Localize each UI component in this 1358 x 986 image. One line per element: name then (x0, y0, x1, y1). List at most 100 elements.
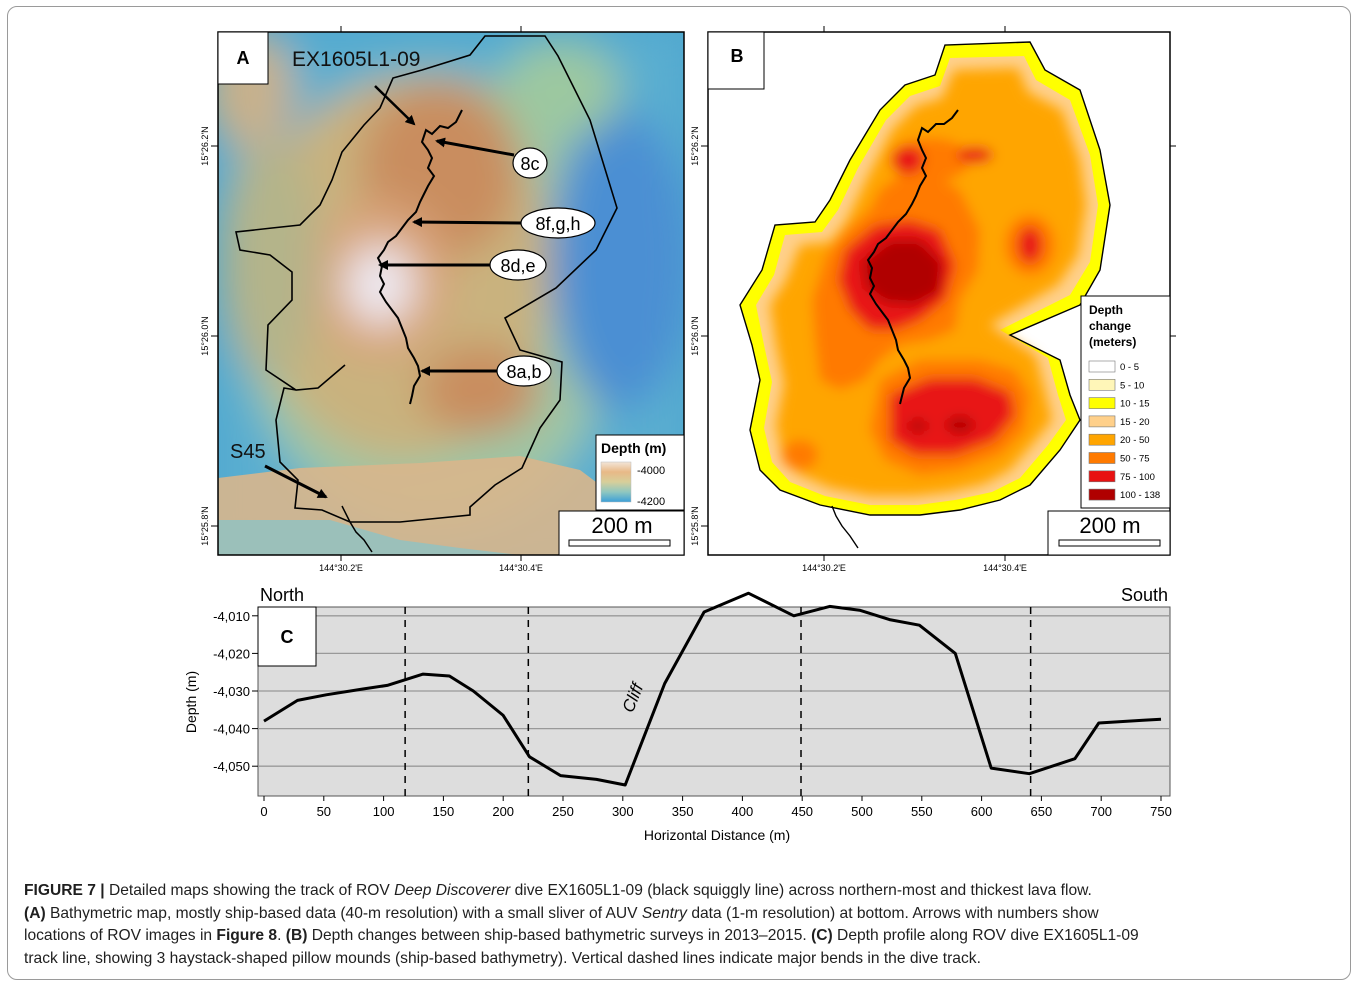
dive-label: EX1605L1-09 (292, 48, 420, 71)
callout-arrow-8c (435, 137, 515, 157)
dive-bend-lines (404, 607, 1032, 796)
depth-change-map (739, 41, 1111, 549)
caption-bold: (C) (811, 927, 833, 945)
x-tick-label: 450 (791, 804, 813, 819)
x-tick-label: 200 (492, 804, 514, 819)
panel-a: A EX1605L1-09 8c 8f,g,h 8d,e 8a,b S45 De… (200, 26, 685, 573)
depth-legend-bottom: -4200 (637, 496, 665, 508)
x-tick-label: 550 (911, 804, 933, 819)
y-tick-label: -4,030 (213, 684, 250, 699)
depth-change-legend-title-3: (meters) (1089, 335, 1136, 349)
legend-label: 100 - 138 (1120, 490, 1160, 501)
legend-label: 10 - 15 (1120, 399, 1150, 410)
lat-tick-a-1: 15°26.2'N (200, 126, 210, 165)
profile-plot-area (257, 606, 1171, 797)
depth-change-legend-title-1: Depth (1089, 303, 1123, 317)
scale-bar-b-label: 200 m (1079, 513, 1140, 538)
legend-label: 5 - 10 (1120, 380, 1144, 391)
south-label: South (1121, 585, 1168, 605)
caption-line-1: FIGURE 7 | Detailed maps showing the tra… (24, 880, 1334, 903)
x-tick-label: 300 (612, 804, 634, 819)
callout-8c-label: 8c (520, 154, 539, 174)
x-tick-label: 0 (260, 804, 267, 819)
depth-legend-title: Depth (m) (601, 440, 666, 456)
lon-tick-b-1: 144°30.2'E (802, 563, 846, 573)
lat-tick-b-1: 15°26.2'N (690, 126, 700, 165)
x-axis-label: Horizontal Distance (m) (644, 827, 790, 843)
y-tick-label: -4,010 (213, 609, 250, 624)
caption-text: . (277, 927, 286, 945)
callout-8fgh-label: 8f,g,h (535, 214, 580, 234)
x-tick-label: 400 (732, 804, 754, 819)
callout-8ab-label: 8a,b (506, 362, 541, 382)
legend-swatch (1088, 433, 1116, 446)
lat-tick-b-2: 15°26.0'N (690, 316, 700, 355)
caption-text: Depth profile along ROV dive EX1605L1-09 (832, 927, 1139, 945)
caption-text: locations of ROV images in (24, 927, 217, 945)
depth-change-legend-title-2: change (1089, 319, 1131, 333)
caption-text: dive EX1605L1-09 (black squiggly line) a… (510, 882, 1092, 899)
caption-text: Bathymetric map, mostly ship-based data … (45, 904, 642, 922)
depth-change-legend-items: 0 - 5 5 - 10 10 - 15 15 - 20 20 - 50 50 - 75 7… (1088, 360, 1160, 501)
x-tick-label: 600 (971, 804, 993, 819)
caption-text: Depth changes between ship-based bathyme… (307, 927, 812, 945)
depth-colorbar (600, 461, 632, 503)
caption-line-2: (A) Bathymetric map, mostly ship-based d… (24, 903, 1334, 926)
x-tick-label: 650 (1031, 804, 1053, 819)
x-tick-label: 350 (672, 804, 694, 819)
depth-profile-line (263, 591, 1162, 787)
scale-bar-a (558, 510, 685, 556)
lon-tick-a-1: 144°30.2'E (319, 563, 363, 573)
panel-a-letter-box (217, 31, 269, 85)
lat-tick-a-3: 15°25.8'N (200, 506, 210, 545)
callout-8ab (496, 355, 552, 387)
x-tick-label: 150 (433, 804, 455, 819)
caption-bold: (A) (24, 904, 46, 922)
x-tick-label: 700 (1090, 804, 1112, 819)
scale-bar-a-label: 200 m (591, 513, 652, 538)
x-tick-label: 750 (1150, 804, 1172, 819)
x-tick-label: 500 (851, 804, 873, 819)
legend-label: 15 - 20 (1120, 417, 1150, 428)
legend-swatch (1088, 378, 1116, 391)
caption-bold: (B) (285, 927, 308, 945)
x-axis-ticks: 0 50 100 150 200 250 300 350 400 450 500 550 600 650 7… (260, 796, 1172, 819)
legend-swatch (1088, 452, 1116, 464)
lon-tick-a-2: 144°30.4'E (499, 563, 543, 573)
profile-gridlines (258, 615, 1170, 767)
legend-label: 0 - 5 (1120, 362, 1139, 373)
legend-label: 75 - 100 (1120, 472, 1155, 483)
legend-swatch (1088, 488, 1116, 501)
legend-label: 20 - 50 (1120, 435, 1150, 446)
caption-text: Detailed maps showing the track of ROV (104, 882, 395, 899)
y-axis-ticks: -4,010 -4,020 -4,030 -4,040 -4,050 (213, 609, 258, 774)
y-axis-label: Depth (m) (183, 671, 199, 733)
depth-legend-top: -4000 (637, 465, 665, 477)
caption-line-3: locations of ROV images in Figure 8. (B)… (24, 925, 1334, 948)
x-tick-label: 100 (373, 804, 395, 819)
legend-swatch (1088, 360, 1116, 373)
lat-tick-b-3: 15°25.8'N (690, 506, 700, 545)
panel-a-letter: A (237, 48, 250, 68)
caption-text: data (1-m resolution) at bottom. Arrows … (686, 904, 1099, 922)
caption-italic: Deep Discoverer (394, 882, 511, 899)
callout-8de (489, 249, 547, 281)
caption-line-4: track line, showing 3 haystack-shaped pi… (24, 949, 981, 967)
caption-italic: Sentry (641, 904, 687, 922)
y-tick-label: -4,020 (213, 646, 250, 661)
legend-swatch (1088, 415, 1116, 428)
lon-tick-b-2: 144°30.4'E (983, 563, 1027, 573)
panel-b-letter: B (731, 46, 744, 66)
north-label: North (260, 585, 304, 605)
panel-c-letter-box (257, 606, 317, 667)
caption-bold: Figure 8 (216, 927, 278, 945)
y-tick-label: -4,050 (213, 759, 250, 774)
panel-c: North South C Cliff -4,010-4,020-4,030-4… (183, 585, 1172, 843)
panel-b: B Depth change (meters) 0 - 5 5 - 10 10 - … (690, 26, 1176, 573)
legend-label: 50 - 75 (1120, 454, 1150, 465)
dive-label-arrow (374, 85, 416, 126)
callout-8fgh (520, 207, 596, 239)
panel-c-letter: C (281, 627, 294, 647)
scale-bar-b (1047, 510, 1171, 556)
